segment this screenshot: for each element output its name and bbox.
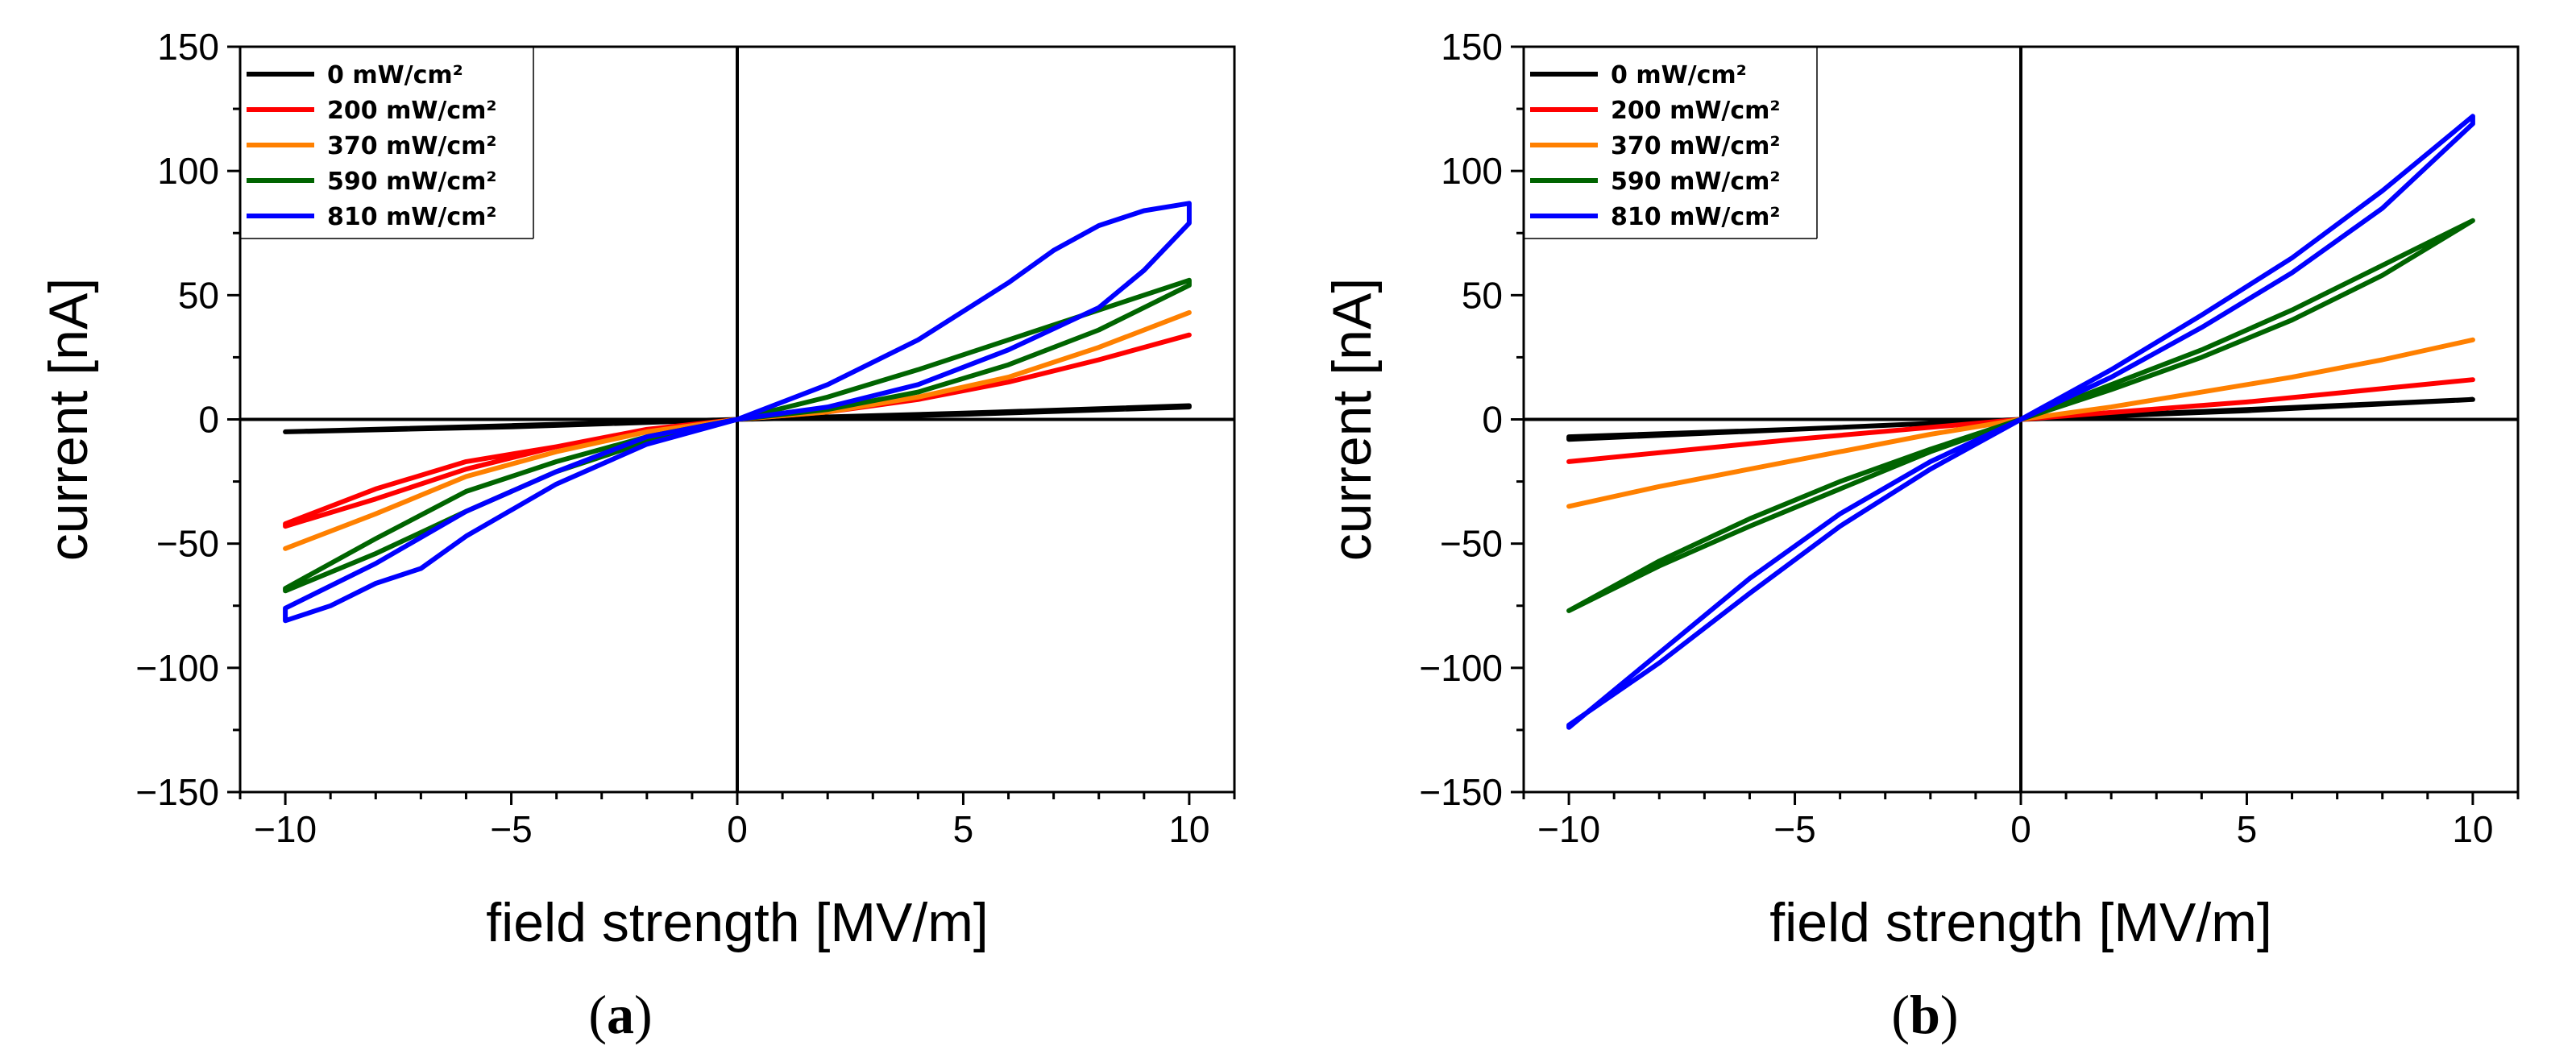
y-tick-label: −150 (1419, 771, 1503, 813)
y-axis-title: current [nA] (38, 278, 99, 562)
legend-label: 200 mW/cm² (1611, 97, 1781, 125)
series-line (1566, 396, 2475, 442)
x-tick-label: −5 (490, 808, 532, 850)
y-tick-label: −150 (135, 771, 219, 813)
legend-label: 810 mW/cm² (327, 203, 497, 231)
y-tick-label: −100 (1419, 647, 1503, 689)
x-tick-label: 5 (953, 808, 974, 850)
series-line (283, 309, 1192, 551)
x-tick-label: −5 (1773, 808, 1815, 850)
y-tick-label: 0 (1482, 399, 1503, 441)
panel-label: (b) (1891, 984, 1958, 1045)
legend-label: 590 mW/cm² (1611, 168, 1781, 196)
y-tick-label: 150 (157, 26, 219, 68)
y-tick-label: 100 (157, 150, 219, 192)
y-tick-label: 50 (1462, 274, 1503, 316)
panel-label: (a) (588, 984, 652, 1045)
y-tick-label: −50 (156, 523, 219, 565)
series-line (1566, 218, 2475, 613)
x-axis-title: field strength [MV/m] (1769, 892, 2272, 953)
x-tick-label: 0 (2010, 808, 2031, 850)
legend-label: 0 mW/cm² (327, 61, 463, 89)
series-line (1566, 377, 2475, 464)
series-line (283, 332, 1192, 529)
series-line (283, 403, 1192, 434)
x-tick-label: 0 (727, 808, 748, 850)
series-line (1566, 114, 2475, 730)
y-tick-label: −100 (135, 647, 219, 689)
legend-label: 590 mW/cm² (327, 168, 497, 196)
series-line (1566, 337, 2475, 509)
y-tick-label: −50 (1440, 523, 1503, 565)
legend-label: 370 mW/cm² (327, 132, 497, 160)
y-tick-label: 50 (178, 274, 219, 316)
x-tick-label: 10 (2452, 808, 2493, 850)
y-axis-title: current [nA] (1321, 278, 1383, 562)
x-tick-label: 10 (1168, 808, 1209, 850)
legend-label: 200 mW/cm² (327, 97, 497, 125)
series-line (283, 201, 1192, 624)
legend-label: 370 mW/cm² (1611, 132, 1781, 160)
x-tick-label: −10 (254, 808, 317, 850)
legend-label: 0 mW/cm² (1611, 61, 1747, 89)
x-tick-label: −10 (1537, 808, 1600, 850)
legend-label: 810 mW/cm² (1611, 203, 1781, 231)
x-axis-title: field strength [MV/m] (486, 892, 989, 953)
y-tick-label: 150 (1441, 26, 1503, 68)
y-tick-label: 100 (1441, 150, 1503, 192)
y-tick-label: 0 (198, 399, 219, 441)
series-line (283, 277, 1192, 594)
x-tick-label: 5 (2237, 808, 2258, 850)
